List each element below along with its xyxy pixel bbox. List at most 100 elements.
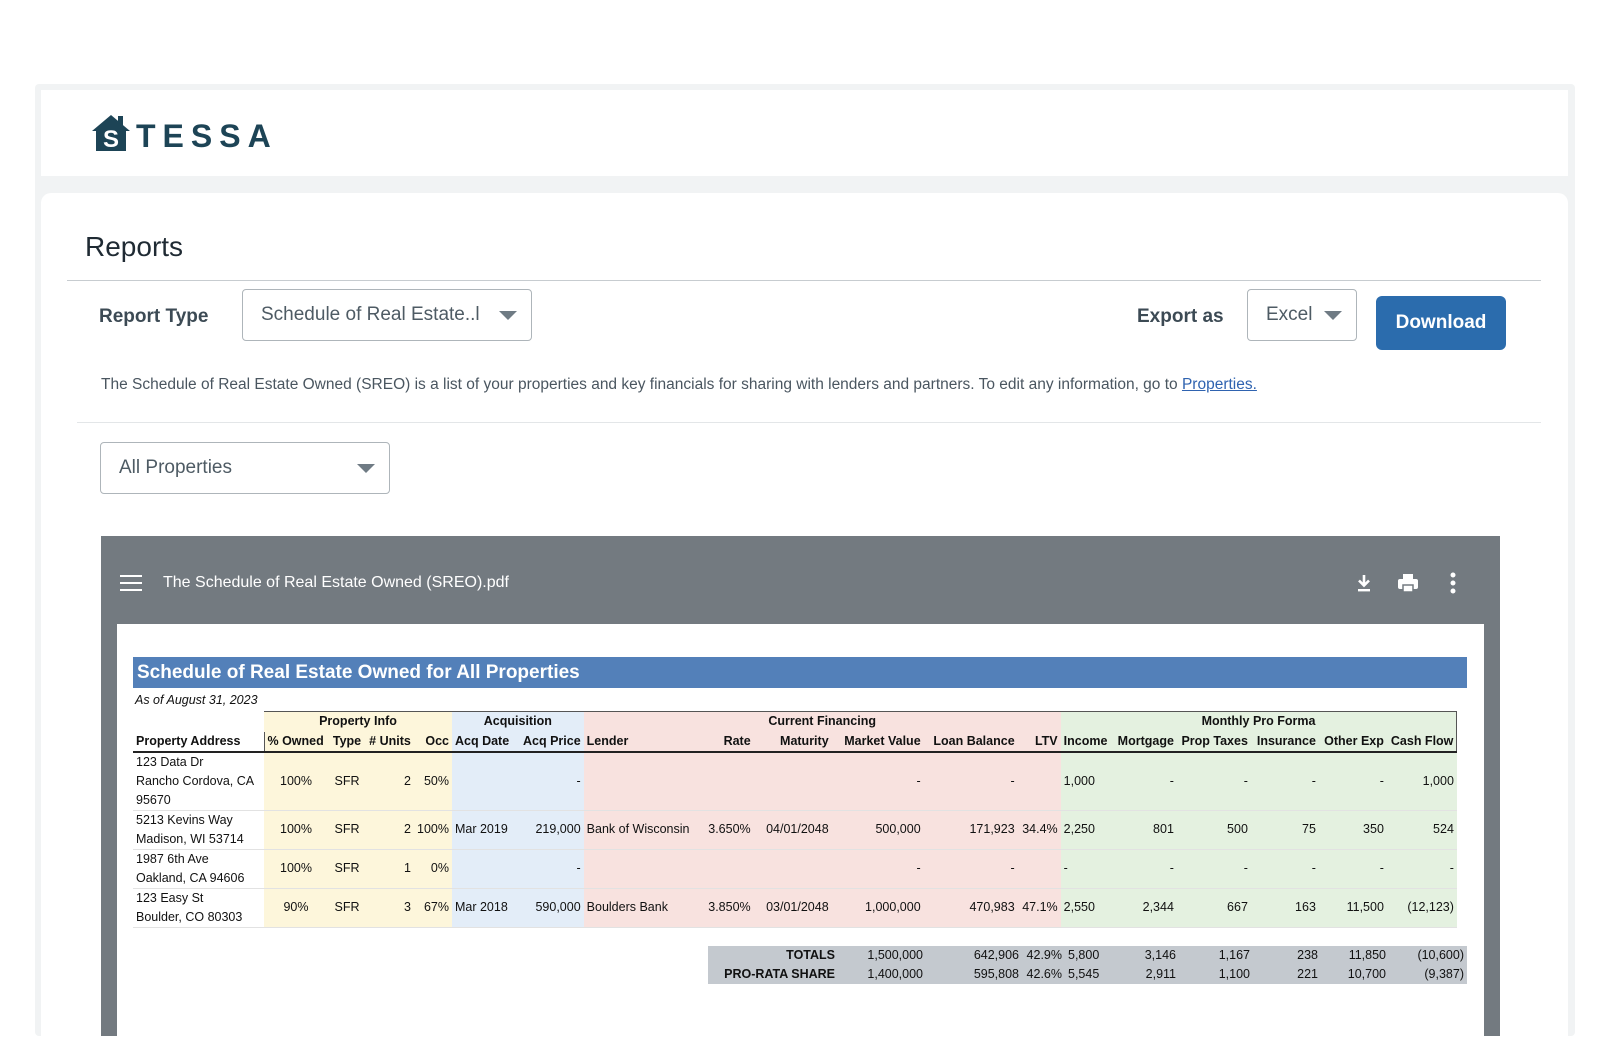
total-income: 5,800 [1068,948,1100,962]
print-icon[interactable] [1395,570,1421,596]
cell-ltv: 47.1% [1017,888,1061,928]
property-filter-select[interactable]: All Properties [100,442,390,494]
cell-maturity: 04/01/2048 [753,810,832,850]
cell-market-value: - [831,751,924,811]
cell-type: SFR [328,810,366,850]
cell-insurance: 163 [1250,888,1319,928]
cell-acq-price: - [519,751,584,811]
cell-prop-taxes: - [1176,849,1251,889]
cell-acq-date [451,849,520,889]
cell-lender: Bank of Wisconsin [583,810,704,850]
cell-cash-flow: 1,000 [1386,751,1457,811]
cell-lender [583,751,704,811]
cell-market-value: - [831,849,924,889]
address-line: 1987 6th Ave [136,851,209,866]
address-line: Boulder, CO 80303 [136,909,243,924]
column-header: Insurance [1250,731,1319,753]
cell-type: SFR [328,751,366,811]
column-header: Income [1060,731,1115,753]
total-income: 5,545 [1068,967,1100,981]
cell-mortgage: - [1114,751,1177,811]
cell-rate: 3.850% [703,888,754,928]
property-address-cell: 5213 Kevins Way Madison, WI 53714 [133,810,264,850]
reports-panel: Reports Report Type Schedule of Real Est… [41,193,1568,1036]
cell-acq-date: Mar 2019 [451,810,520,850]
more-vertical-icon[interactable] [1440,570,1466,596]
cell-rate [703,849,754,889]
export-label: Export as [1137,306,1224,327]
cell-ltv [1017,751,1061,811]
cell-occ: 67% [414,888,452,928]
cell-owned: 100% [264,849,328,889]
cell-owned: 100% [264,751,328,811]
column-header: Cash Flow [1386,731,1458,753]
cell-prop-taxes: - [1176,751,1251,811]
download-icon[interactable] [1351,570,1377,596]
sreo-table: Property Info Acquisition Current Financ… [133,711,1458,928]
column-header: % Owned [263,731,328,753]
cell-occ: 0% [414,849,452,889]
cell-loan-balance: - [923,849,1018,889]
menu-icon[interactable] [120,575,142,591]
address-line: Oakland, CA 94606 [136,870,245,885]
cell-maturity [753,751,832,811]
group-acquisition: Acquisition [451,711,584,732]
chevron-down-icon [1324,311,1342,320]
total-other-exp: 11,850 [1348,948,1386,962]
chevron-down-icon [357,464,375,473]
cell-type: SFR [328,888,366,928]
column-header: Other Exp [1318,731,1387,753]
brand-logo[interactable]: S TESSA [90,110,278,155]
cell-market-value: 500,000 [831,810,924,850]
cell-units: 1 [366,849,414,889]
cell-acq-price: 590,000 [519,888,584,928]
cell-prop-taxes: 500 [1176,810,1251,850]
top-header: S TESSA [41,90,1568,176]
total-other-exp: 10,700 [1347,967,1386,981]
address-line: 5213 Kevins Way [136,812,233,827]
total-loan-balance: 595,808 [973,967,1019,981]
total-insurance: 238 [1297,948,1318,962]
table-row: 5213 Kevins Way Madison, WI 53714 100% SFR 2… [133,810,1457,850]
export-format-select[interactable]: Excel [1247,289,1357,341]
cell-mortgage: 801 [1114,810,1177,850]
cell-income: 2,250 [1060,810,1115,850]
total-loan-balance: 642,906 [973,948,1019,962]
total-cash-flow: (9,387) [1424,967,1464,981]
cell-insurance: - [1250,849,1319,889]
cell-cash-flow: (12,123) [1386,888,1457,928]
cell-lender: Boulders Bank [583,888,704,928]
cell-loan-balance: 470,983 [923,888,1018,928]
property-address-cell: 1987 6th Ave Oakland, CA 94606 [133,849,264,889]
cell-mortgage: 2,344 [1114,888,1177,928]
cell-mortgage: - [1114,849,1177,889]
table-row: 123 Data Dr Rancho Cordova, CA 95670 100% SF… [133,751,1457,811]
column-header: # Units [366,731,414,753]
cell-maturity [753,849,832,889]
cell-units: 2 [366,810,414,850]
download-button[interactable]: Download [1376,296,1506,350]
cell-income: 2,550 [1060,888,1115,928]
properties-link[interactable]: Properties. [1181,376,1257,393]
total-market-value: 1,400,000 [867,967,923,981]
export-format-value: Excel [1266,304,1313,325]
address-line: 123 Data Dr [136,754,204,769]
report-type-select[interactable]: Schedule of Real Estate..l [242,289,532,341]
cell-insurance: 75 [1250,810,1319,850]
total-prop-taxes: 1,167 [1218,948,1250,962]
cell-cash-flow: - [1386,849,1457,889]
property-address-cell: 123 Easy St Boulder, CO 80303 [133,888,264,928]
cell-other-exp: 350 [1318,810,1387,850]
pdf-page: Schedule of Real Estate Owned for All Pr… [117,624,1484,1036]
cell-acq-price: 219,000 [519,810,584,850]
cell-rate [703,751,754,811]
table-row: 1987 6th Ave Oakland, CA 94606 100% SFR 1 0% -… [133,849,1457,889]
report-title: Schedule of Real Estate Owned for All Pr… [133,657,1467,688]
address-line: 95670 [136,792,171,807]
group-monthly-pro-forma: Monthly Pro Forma [1060,711,1458,732]
totals-label: PRO-RATA SHARE [724,967,835,981]
cell-cash-flow: 524 [1386,810,1457,850]
column-header: Acq Price [519,731,584,753]
report-type-label: Report Type [99,306,209,327]
table-row: 123 Easy St Boulder, CO 80303 90% SFR 3 67% Ma… [133,888,1457,928]
